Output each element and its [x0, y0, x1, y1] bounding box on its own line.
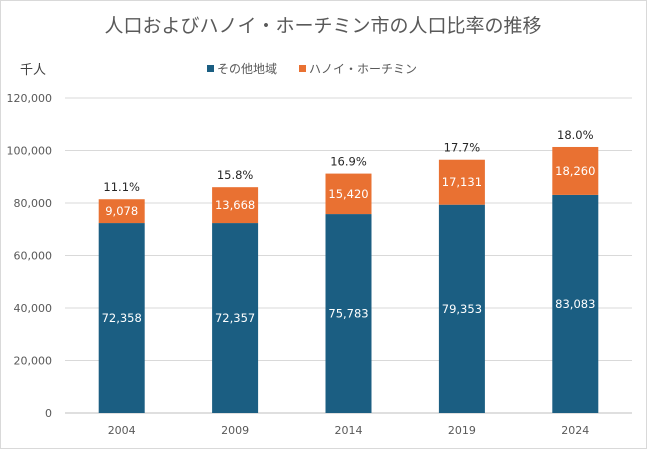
bar-other-regions [552, 194, 599, 413]
x-tick-label: 2014 [335, 424, 363, 437]
percentage-annotation: 16.9% [330, 155, 367, 169]
chart-title: 人口およびハノイ・ホーチミン市の人口比率の推移 [104, 15, 541, 37]
data-label: 15,420 [328, 187, 368, 201]
x-tick-label: 2024 [561, 424, 589, 437]
data-label: 18,260 [555, 164, 595, 178]
y-tick-label: 20,000 [14, 355, 53, 368]
bar-hanoi-hcmc [438, 159, 485, 205]
data-label: 72,358 [102, 311, 142, 325]
y-tick-label: 120,000 [7, 92, 53, 105]
percentage-annotation: 17.7% [444, 141, 481, 155]
percentage-annotation: 11.1% [103, 180, 140, 194]
legend-swatch-other-regions [207, 65, 214, 72]
data-label: 83,083 [555, 297, 595, 311]
bar-hanoi-hcmc [325, 173, 372, 215]
y-tick-label: 100,000 [7, 145, 53, 158]
bar-other-regions [325, 214, 372, 413]
data-label: 13,668 [215, 198, 255, 212]
y-tick-label: 60,000 [14, 250, 53, 263]
data-label: 79,353 [442, 302, 482, 316]
bar-other-regions [438, 204, 485, 413]
legend-label-other-regions: その他地域 [217, 62, 277, 76]
legend-swatch-hanoi-hcmc [299, 65, 306, 72]
bar-hanoi-hcmc [552, 146, 599, 195]
percentage-annotation: 15.8% [217, 168, 254, 182]
bar-other-regions [212, 223, 259, 413]
legend: その他地域 ハノイ・ホーチミン [207, 62, 417, 76]
data-label: 72,357 [215, 311, 255, 325]
x-tick-label: 2004 [108, 424, 136, 437]
x-tick-label: 2009 [221, 424, 249, 437]
bar-hanoi-hcmc [212, 187, 259, 224]
y-axis-unit-label: 千人 [20, 63, 46, 78]
legend-label-hanoi-hcmc: ハノイ・ホーチミン [309, 62, 417, 76]
percentage-annotation: 18.0% [557, 128, 594, 142]
data-label: 17,131 [442, 175, 482, 189]
y-tick-label: 80,000 [14, 197, 53, 210]
x-tick-label: 2019 [448, 424, 476, 437]
bar-hanoi-hcmc [98, 199, 145, 224]
data-label: 75,783 [328, 307, 368, 321]
data-label: 9,078 [105, 204, 138, 218]
y-tick-label: 0 [45, 407, 52, 420]
y-tick-label: 40,000 [14, 302, 53, 315]
bar-other-regions [98, 223, 145, 413]
